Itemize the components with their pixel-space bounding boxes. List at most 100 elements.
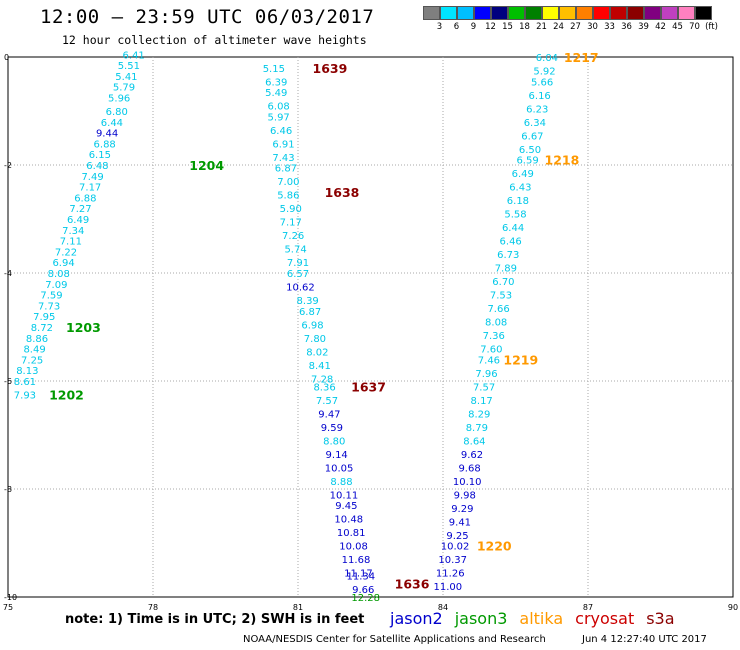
color-swatch <box>423 6 440 20</box>
pass-time-label: 1220 <box>477 539 512 554</box>
wave-height-value: 7.49 <box>81 172 103 183</box>
wave-height-value: 7.93 <box>14 391 36 402</box>
satellite-legend: jason2 jason3 altika cryosat s3a <box>390 609 687 628</box>
color-scale-label: 36 <box>621 22 632 32</box>
color-scale-label: 70 <box>689 22 700 32</box>
wave-height-value: 6.34 <box>524 118 546 129</box>
wave-height-value: 7.80 <box>304 334 326 345</box>
wave-height-value: 8.80 <box>323 436 345 447</box>
wave-height-value: 6.48 <box>86 161 108 172</box>
wave-height-value: 6.08 <box>268 102 290 113</box>
wave-height-value: 8.17 <box>471 396 493 407</box>
wave-height-value: 8.61 <box>14 377 36 388</box>
wave-height-value: 8.08 <box>485 318 507 329</box>
wave-height-value: 7.26 <box>282 231 304 242</box>
x-tick-label: 78 <box>148 603 158 612</box>
wave-height-value: 11.17 <box>344 569 373 580</box>
wave-height-value: 6.44 <box>502 223 524 234</box>
wave-height-value: 7.36 <box>483 331 505 342</box>
color-swatch <box>542 6 559 20</box>
generation-timestamp: Jun 4 12:27:40 UTC 2017 <box>582 634 707 645</box>
pass-time-label: 1202 <box>49 388 84 403</box>
wave-height-value: 5.41 <box>115 72 137 83</box>
wave-height-value: 5.96 <box>108 94 130 105</box>
x-tick-label: 87 <box>583 603 593 612</box>
wave-height-value: 9.44 <box>96 129 118 140</box>
pass-time-label: 1639 <box>313 61 348 76</box>
map-frame <box>7 56 734 598</box>
wave-height-value: 9.47 <box>318 409 340 420</box>
x-tick-label: 90 <box>728 603 738 612</box>
color-scale-label: 15 <box>502 22 513 32</box>
wave-height-value: 7.59 <box>40 291 62 302</box>
wave-height-value: 6.04 <box>536 53 558 64</box>
y-tick-label: 0 <box>4 53 9 62</box>
wave-height-value: 7.95 <box>33 312 55 323</box>
wave-height-value: 5.86 <box>277 191 299 202</box>
wave-height-value: 6.73 <box>497 250 519 261</box>
color-scale-label: 12 <box>485 22 496 32</box>
wave-height-value: 10.62 <box>286 283 315 294</box>
wave-height-value: 8.36 <box>313 382 335 393</box>
wave-height-value: 6.80 <box>106 107 128 118</box>
wave-height-value: 7.00 <box>277 177 299 188</box>
wave-height-value: 6.18 <box>507 196 529 207</box>
color-scale-label: 21 <box>536 22 547 32</box>
wave-height-value: 6.98 <box>301 320 323 331</box>
wave-height-value: 9.45 <box>335 501 357 512</box>
wave-height-value: 7.43 <box>272 153 294 164</box>
wave-height-value: 8.64 <box>463 436 485 447</box>
y-tick-label: -8 <box>4 485 12 494</box>
color-swatch <box>678 6 695 20</box>
wave-height-value: 9.29 <box>451 504 473 515</box>
wave-height-value: 8.72 <box>31 323 53 334</box>
pass-time-label: 1203 <box>66 320 101 335</box>
pass-time-label: 1636 <box>395 577 430 592</box>
wave-height-value: 12.28 <box>351 593 380 604</box>
wave-height-value: 6.88 <box>74 193 96 204</box>
wave-height-value: 8.41 <box>309 361 331 372</box>
wave-height-value: 7.27 <box>69 204 91 215</box>
color-swatch <box>627 6 644 20</box>
wave-height-value: 6.23 <box>526 104 548 115</box>
wave-height-value: 11.00 <box>434 582 463 593</box>
wave-height-value: 6.41 <box>123 50 145 61</box>
wave-height-value: 10.02 <box>441 542 470 553</box>
x-tick-label: 75 <box>3 603 13 612</box>
wave-height-value: 8.88 <box>330 477 352 488</box>
color-swatch <box>610 6 627 20</box>
pass-time-label: 1217 <box>564 50 599 65</box>
color-swatch <box>457 6 474 20</box>
color-scale-label: 27 <box>570 22 581 32</box>
wave-height-value: 8.79 <box>466 423 488 434</box>
y-tick-label: -2 <box>4 161 12 170</box>
color-swatch <box>644 6 661 20</box>
y-tick-label: -10 <box>4 593 17 602</box>
wave-height-value: 9.68 <box>458 463 480 474</box>
color-scale-label: 33 <box>604 22 615 32</box>
wave-height-value: 9.14 <box>326 450 348 461</box>
color-scale-label: 6 <box>453 22 460 32</box>
wave-height-value: 10.11 <box>330 490 359 501</box>
wave-height-value: 7.89 <box>495 264 517 275</box>
color-swatch <box>491 6 508 20</box>
color-scale-label: 18 <box>519 22 530 32</box>
credit-line: NOAA/NESDIS Center for Satellite Applica… <box>243 634 546 645</box>
wave-height-value: 6.49 <box>67 215 89 226</box>
wave-height-value: 6.44 <box>101 118 123 129</box>
wave-height-value: 7.28 <box>311 374 333 385</box>
wave-height-value: 10.81 <box>337 528 366 539</box>
wave-height-value: 7.57 <box>473 382 495 393</box>
wave-height-value: 6.46 <box>270 126 292 137</box>
wave-height-value: 8.02 <box>306 347 328 358</box>
color-swatch <box>440 6 457 20</box>
wave-height-value: 8.13 <box>16 366 38 377</box>
legend-entry-jason2: jason2 <box>390 609 443 628</box>
wave-height-value: 5.90 <box>280 204 302 215</box>
wave-height-value: 11.34 <box>347 571 376 582</box>
wave-height-value: 5.58 <box>504 210 526 221</box>
color-scale-label: 9 <box>470 22 477 32</box>
wave-height-value: 5.51 <box>118 61 140 72</box>
wave-height-value: 7.11 <box>60 237 82 248</box>
